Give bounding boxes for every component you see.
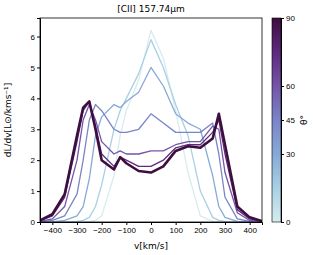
colorbar-tick-mark — [281, 18, 284, 19]
colorbar-axis-line — [282, 19, 285, 223]
x-tick: 400 — [243, 222, 257, 235]
profile-line — [40, 101, 262, 221]
x-tick: 300 — [219, 222, 233, 235]
y-tick: 5 — [31, 64, 40, 73]
x-tick-label: −200 — [93, 226, 112, 235]
plot-area — [40, 30, 262, 222]
x-tick-label: 100 — [169, 226, 183, 235]
x-tick: 100 — [169, 222, 183, 235]
x-tick-mark — [77, 222, 78, 225]
chart: −400−300−200−10001002003004000123456[CII… — [0, 0, 313, 255]
y-tick-mark — [37, 98, 40, 99]
x-tick-label: 200 — [194, 226, 208, 235]
x-tick-mark — [250, 222, 251, 225]
y-tick: 1 — [31, 187, 40, 196]
colorbar-tick: 60 — [281, 82, 295, 91]
colorbar-tick-label: 30 — [286, 150, 295, 159]
colorbar-tick-label: 60 — [286, 82, 295, 91]
x-tick-label: 400 — [243, 226, 257, 235]
y-tick: 4 — [31, 94, 40, 103]
x-tick-mark — [126, 222, 127, 225]
y-tick: 3 — [31, 125, 40, 134]
profile-line — [40, 67, 262, 222]
x-axis-line — [41, 223, 263, 226]
y-tick-label: 1 — [31, 187, 36, 196]
x-tick-label: 300 — [219, 226, 233, 235]
colorbar-tick: 90 — [281, 14, 295, 23]
x-tick: 0 — [149, 222, 154, 235]
x-tick-mark — [151, 222, 152, 225]
y-axis-title: dL/dv[L⊙/kms⁻¹] — [3, 83, 13, 157]
profile-line — [40, 30, 262, 222]
colorbar-tick-mark — [281, 86, 284, 87]
x-tick-label: −100 — [118, 226, 137, 235]
x-tick-label: −300 — [68, 226, 87, 235]
y-tick: 6 — [31, 33, 40, 42]
y-tick-mark — [37, 222, 40, 223]
y-tick-label: 6 — [31, 33, 36, 42]
colorbar-tick-label: 0 — [286, 218, 291, 227]
colorbar-tick-mark — [281, 154, 284, 155]
y-tick: 2 — [31, 156, 40, 165]
colorbar-axis: 0 30 45 60 90 — [281, 14, 295, 227]
y-tick-mark — [37, 37, 40, 38]
x-tick: 200 — [194, 222, 208, 235]
y-tick-label: 3 — [31, 125, 36, 134]
profile-line — [40, 40, 262, 222]
y-tick-mark — [37, 191, 40, 192]
colorbar-tick: 45 — [281, 116, 295, 125]
y-tick-label: 0 — [31, 218, 36, 227]
colorbar-tick: 30 — [281, 150, 295, 159]
x-tick-label: 0 — [149, 226, 154, 235]
x-tick-mark — [52, 222, 53, 225]
x-tick: −100 — [118, 222, 137, 235]
colorbar-tick: 0 — [281, 218, 291, 227]
profile-line — [40, 101, 262, 221]
y-tick: 0 — [31, 218, 40, 227]
y-tick-label: 4 — [31, 94, 36, 103]
x-tick-mark — [176, 222, 177, 225]
colorbar-tick-label: 90 — [286, 14, 295, 23]
x-axis: −400 −300 −200 −100 0 100 200 300 400 — [41, 222, 263, 235]
y-tick-mark — [37, 67, 40, 68]
colorbar-title: θ° — [299, 115, 309, 125]
colorbar-tick-label: 45 — [286, 116, 295, 125]
colorbar-tick-mark — [281, 120, 284, 121]
y-axis: 0 1 2 3 4 5 6 — [31, 19, 41, 228]
x-tick-mark — [102, 222, 103, 225]
title: [CII] 157.74μm — [117, 4, 184, 14]
y-tick-mark — [37, 160, 40, 161]
y-tick-mark — [37, 129, 40, 130]
colorbar-tick-mark — [281, 222, 284, 223]
x-tick: −200 — [93, 222, 112, 235]
y-tick-label: 2 — [31, 156, 36, 165]
y-tick-label: 5 — [31, 64, 36, 73]
plot-frame — [40, 18, 262, 222]
x-tick: −400 — [44, 222, 63, 235]
x-tick-mark — [200, 222, 201, 225]
x-tick-label: −400 — [44, 226, 63, 235]
y-axis-line — [37, 19, 41, 223]
x-tick: −300 — [68, 222, 87, 235]
x-tick-mark — [225, 222, 226, 225]
colorbar — [272, 18, 281, 222]
x-axis-title: v[km/s] — [134, 241, 168, 251]
